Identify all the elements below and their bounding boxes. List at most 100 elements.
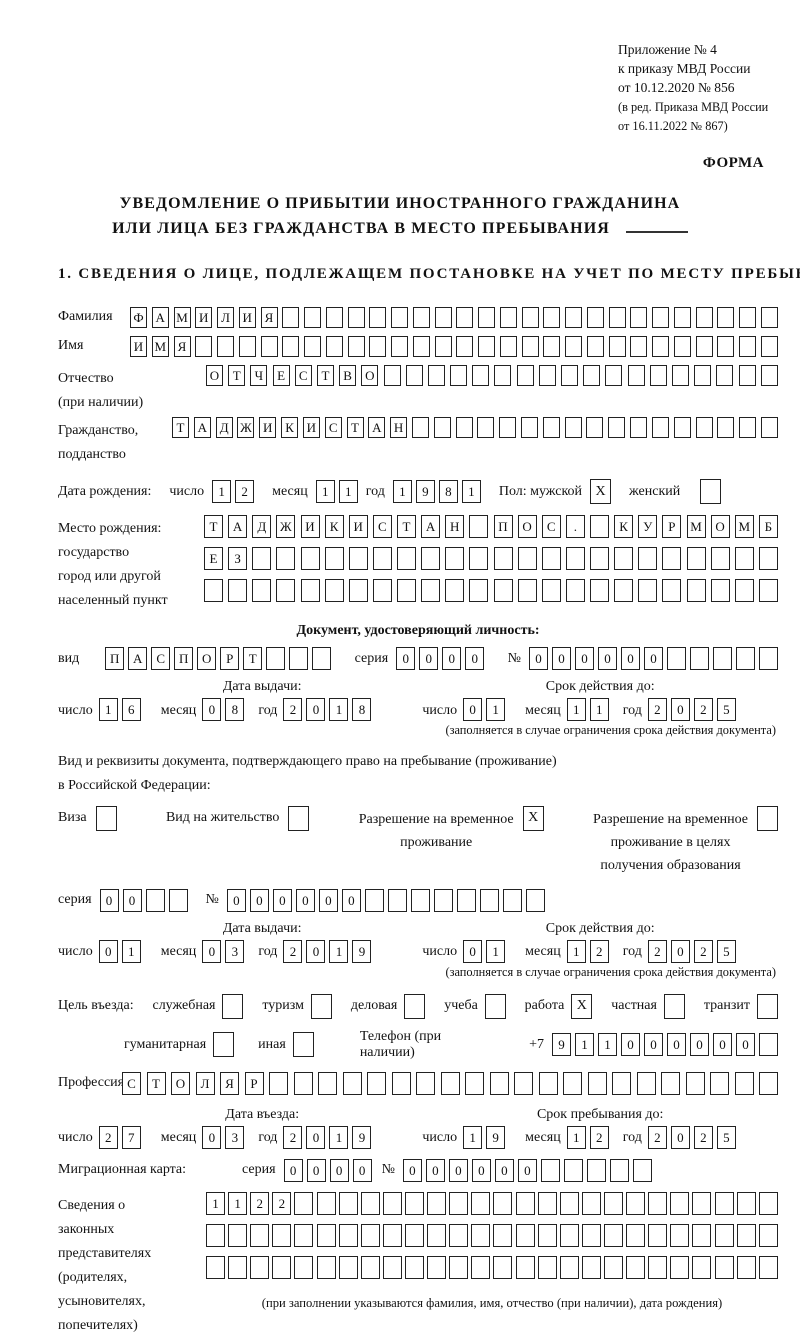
char-cell — [686, 579, 706, 602]
char-cell — [734, 1071, 754, 1095]
char-cell — [758, 1223, 778, 1247]
citizenship-label: Гражданство, подданство — [58, 417, 172, 467]
char-cell — [538, 1071, 558, 1095]
char-cell: Д — [252, 515, 272, 538]
char-cell: 0 — [419, 647, 439, 670]
doc-number-label: № — [507, 650, 521, 666]
char-cell: 0 — [283, 1158, 303, 1182]
char-cell: П — [174, 647, 194, 670]
edu-residence-label-line2: проживание в целях — [610, 834, 731, 850]
char-cell — [638, 547, 658, 570]
char-cell: Т — [172, 417, 189, 438]
char-cell — [347, 336, 365, 357]
doc-series-label: серия — [354, 650, 389, 666]
annex-line-3: от 10.12.2020 № 856 — [618, 80, 735, 96]
char-cell — [736, 1191, 756, 1215]
char-cell — [228, 1223, 248, 1247]
char-cell — [204, 579, 223, 602]
char-cell — [369, 336, 387, 357]
temp-residence-label-line1: Разрешение на временное — [358, 811, 514, 827]
char-cell — [670, 1223, 690, 1247]
char-cell: 0 — [306, 1158, 326, 1182]
char-cell — [478, 307, 495, 328]
purpose-option-transit: транзит — [703, 993, 778, 1019]
char-cell — [276, 547, 296, 570]
char-cell — [758, 1191, 778, 1215]
day-label: число — [422, 702, 458, 718]
char-cell — [759, 647, 778, 670]
char-cell — [289, 647, 309, 670]
temp-residence-label-line2: проживание — [400, 834, 473, 850]
char-cell — [525, 888, 545, 912]
char-cell: 1 — [598, 1033, 617, 1057]
char-cell — [269, 1071, 288, 1095]
char-cell: 0 — [471, 1158, 491, 1182]
purpose-option-label: гуманитарная — [124, 1036, 207, 1052]
char-cell — [304, 336, 321, 357]
char-cell — [456, 307, 474, 328]
char-cell — [758, 1255, 778, 1279]
purpose-other-checkbox — [292, 1032, 314, 1058]
char-cell: К — [281, 417, 299, 438]
month-label: месяц — [525, 702, 561, 718]
title-line-1: УВЕДОМЛЕНИЕ О ПРИБЫТИИ ИНОСТРАННОГО ГРАЖ… — [119, 195, 681, 213]
char-cell: Т — [146, 1071, 166, 1095]
birthplace-label-line3: город или другой — [58, 569, 161, 584]
citizenship-label-line2: подданство — [58, 447, 126, 462]
char-cell: 2 — [250, 1191, 270, 1215]
title-line-2: ИЛИ ЛИЦА БЕЗ ГРАЖДАНСТВА В МЕСТО ПРЕБЫВА… — [0, 217, 800, 242]
char-cell: 0 — [202, 939, 222, 963]
char-cell — [360, 1191, 380, 1215]
char-cell: К — [614, 515, 634, 538]
char-cell: П — [105, 647, 125, 670]
purpose-option-label: транзит — [703, 998, 750, 1014]
char-cell: 0 — [425, 1158, 445, 1182]
char-cell — [614, 547, 634, 570]
char-cell — [434, 336, 452, 357]
purpose-option-label: работа — [524, 998, 565, 1014]
char-cell — [603, 1223, 623, 1247]
char-cell — [516, 365, 534, 386]
char-cell — [316, 1191, 336, 1215]
residence-doc-intro-line1: Вид и реквизиты документа, подтверждающе… — [58, 754, 557, 769]
char-cell: А — [193, 417, 211, 438]
char-cell — [710, 1071, 729, 1095]
char-cell — [316, 1255, 336, 1279]
char-cell — [673, 336, 691, 357]
char-cell — [648, 1255, 668, 1279]
purpose-label: Цель въезда: — [58, 998, 134, 1014]
residence-permit-checkbox — [288, 805, 310, 831]
char-cell — [494, 365, 512, 386]
char-cell — [282, 336, 300, 357]
char-cell: А — [421, 515, 441, 538]
char-cell: 1 — [463, 1125, 483, 1149]
temp-residence-label: Разрешение на временное проживание — [359, 806, 514, 854]
char-cell — [318, 1071, 337, 1095]
char-cell — [427, 1255, 447, 1279]
temp-residence-item: Разрешение на временное проживание X — [359, 805, 544, 854]
stay-until-title: Срок пребывания до: — [536, 1106, 664, 1122]
surname-label: Фамилия — [58, 309, 113, 324]
char-cell — [325, 336, 343, 357]
char-cell: Е — [204, 547, 223, 570]
char-cell — [563, 1158, 583, 1182]
year-label: год — [622, 702, 642, 718]
char-cell — [294, 1223, 314, 1247]
char-cell — [383, 365, 401, 386]
sex-female-checkbox — [700, 479, 722, 504]
char-cell — [736, 1223, 756, 1247]
char-cell — [316, 1223, 336, 1247]
char-cell: 2 — [98, 1125, 118, 1149]
char-cell: О — [206, 365, 223, 386]
char-cell — [586, 417, 604, 438]
char-cell — [609, 1158, 629, 1182]
